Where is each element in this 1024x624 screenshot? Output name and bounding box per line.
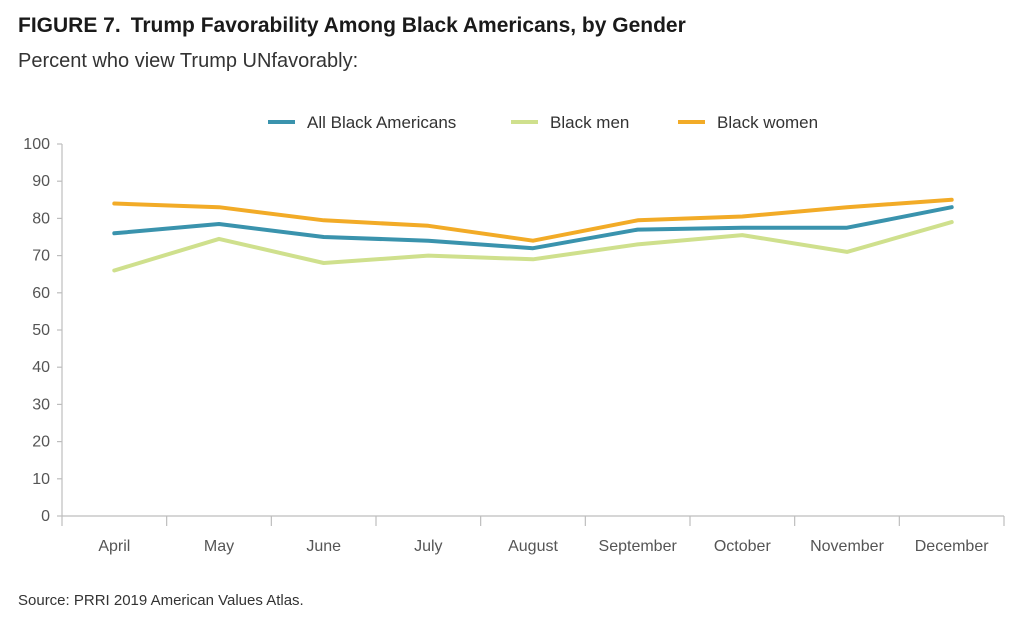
y-tick-label: 40	[32, 359, 50, 376]
x-tick-label: May	[204, 538, 234, 555]
legend-label-0: All Black Americans	[307, 113, 456, 132]
y-tick-label: 10	[32, 471, 50, 488]
chart-title: Trump Favorability Among Black Americans…	[130, 14, 686, 37]
x-tick-label: November	[810, 538, 884, 555]
x-tick-label: August	[508, 538, 558, 555]
y-tick-label: 80	[32, 210, 50, 227]
x-tick-label: October	[714, 538, 772, 555]
y-tick-label: 30	[32, 396, 50, 413]
y-tick-label: 90	[32, 173, 50, 190]
figure-number: FIGURE 7.	[18, 14, 121, 37]
y-tick-label: 70	[32, 248, 50, 265]
figure-title: FIGURE 7. Trump Favorability Among Black …	[18, 14, 686, 38]
x-tick-label: June	[306, 538, 341, 555]
y-tick-label: 60	[32, 285, 50, 302]
source-note: Source: PRRI 2019 American Values Atlas.	[18, 592, 304, 609]
x-tick-label: September	[599, 538, 678, 555]
legend: All Black Americans Black men Black women	[268, 113, 818, 132]
y-tick-label: 20	[32, 434, 50, 451]
x-tick-label: December	[915, 538, 989, 555]
legend-label-1: Black men	[550, 113, 629, 132]
series-line-0	[112, 205, 954, 251]
series-line-1	[112, 220, 954, 273]
y-tick-label: 100	[23, 136, 50, 153]
y-tick-label: 50	[32, 322, 50, 339]
x-axis: April May June July August September October No…	[61, 515, 1005, 555]
series-lines	[112, 197, 954, 273]
legend-label-2: Black women	[717, 113, 818, 132]
x-tick-label: April	[98, 538, 130, 555]
y-axis: 0 10 20 30 40 50 60 70 80 90 100	[23, 136, 63, 525]
series-line-2	[112, 197, 954, 243]
chart-subtitle: Percent who view Trump UNfavorably:	[18, 50, 359, 72]
y-tick-label: 0	[41, 508, 50, 525]
x-tick-label: July	[414, 538, 442, 555]
